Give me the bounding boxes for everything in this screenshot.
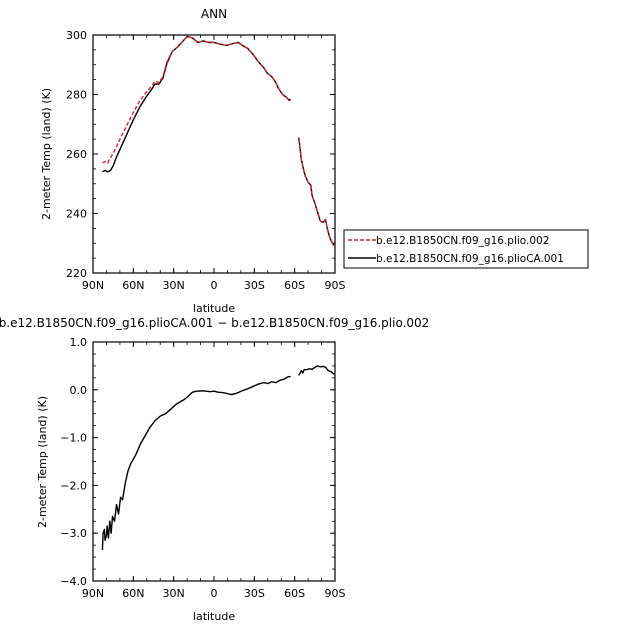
bottom-series-lines bbox=[101, 365, 336, 550]
top-series-line-solid bbox=[102, 35, 292, 173]
bottom-x-tick-label: 90S bbox=[325, 587, 346, 600]
top-series-line-solid bbox=[298, 137, 336, 247]
legend: b.e12.B1850CN.f09_g16.plio.002 b.e12.B18… bbox=[343, 229, 589, 269]
bottom-y-axis-label: 2-meter Temp (land) (K) bbox=[36, 396, 49, 528]
top-y-tick-label: 280 bbox=[66, 89, 87, 102]
bottom-y-tick-label: −1.0 bbox=[60, 432, 87, 445]
top-y-tick-label: 300 bbox=[66, 29, 87, 42]
bottom-x-tick-label: 30N bbox=[163, 587, 185, 600]
legend-entry-plio: b.e12.B1850CN.f09_g16.plio.002 bbox=[376, 235, 549, 247]
top-x-tick-label: 90N bbox=[82, 279, 104, 292]
top-y-axis-label: 2-meter Temp (land) (K) bbox=[40, 88, 53, 220]
top-y-tick-label: 240 bbox=[66, 208, 87, 221]
top-y-tick-label: 220 bbox=[66, 267, 87, 280]
legend-entry-plioca: b.e12.B1850CN.f09_g16.plioCA.001 bbox=[376, 253, 564, 265]
bottom-series-line-solid bbox=[101, 375, 291, 550]
bottom-x-tick-label: 30S bbox=[244, 587, 265, 600]
bottom-x-tick-label: 90N bbox=[82, 587, 104, 600]
bottom-x-axis-label: latitude bbox=[193, 610, 235, 623]
bottom-series-line-solid bbox=[298, 365, 336, 376]
top-x-tick-label: 60N bbox=[122, 279, 144, 292]
top-x-tick-label: 60S bbox=[284, 279, 305, 292]
top-series-lines bbox=[102, 35, 336, 247]
top-x-tick-label: 30N bbox=[163, 279, 185, 292]
bottom-x-tick-label: 60N bbox=[122, 587, 144, 600]
top-plot-frame bbox=[92, 34, 336, 274]
bottom-y-tick-label: 1.0 bbox=[70, 336, 88, 349]
top-x-axis-label: latitude bbox=[193, 302, 235, 315]
bottom-y-tick-label: −4.0 bbox=[60, 575, 87, 588]
bottom-plot-frame bbox=[92, 341, 336, 582]
bottom-axes: 90N 60N 30N 0 30S 60S 90S −4.0 −3.0 −2.0 −1.0 0.0 1.… bbox=[60, 336, 345, 600]
top-series-line-dashed bbox=[102, 35, 292, 164]
panel-top: ANN 90N 60N 30N 0 30S 60S 90S 220 240 260 280 300 l… bbox=[40, 7, 346, 315]
bottom-y-tick-label: −2.0 bbox=[60, 479, 87, 492]
top-series-line-dashed bbox=[298, 139, 336, 247]
panel-bottom: b.e12.B1850CN.f09_g16.plioCA.001 − b.e12… bbox=[0, 316, 429, 623]
legend-box bbox=[343, 229, 589, 269]
top-x-tick-label: 0 bbox=[211, 279, 218, 292]
top-y-tick-label: 260 bbox=[66, 148, 87, 161]
bottom-chart-title: b.e12.B1850CN.f09_g16.plioCA.001 − b.e12… bbox=[0, 316, 429, 330]
bottom-x-tick-label: 0 bbox=[211, 587, 218, 600]
bottom-y-tick-label: −3.0 bbox=[60, 527, 87, 540]
bottom-y-tick-label: 0.0 bbox=[70, 384, 88, 397]
top-x-tick-label: 90S bbox=[325, 279, 346, 292]
top-chart-title: ANN bbox=[201, 7, 227, 21]
top-axes: 90N 60N 30N 0 30S 60S 90S 220 240 260 280 300 bbox=[66, 29, 346, 292]
bottom-x-tick-label: 60S bbox=[284, 587, 305, 600]
top-x-tick-label: 30S bbox=[244, 279, 265, 292]
